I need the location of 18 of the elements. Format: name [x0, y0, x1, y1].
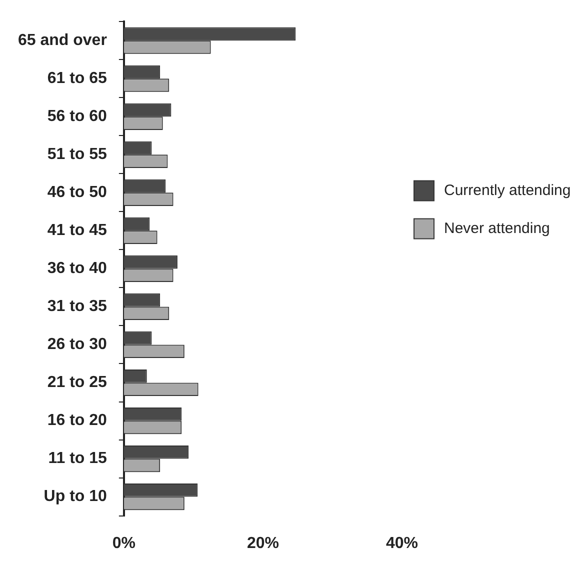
y-tick-label: 41 to 45	[47, 222, 108, 240]
legend-label: Currently attending	[444, 182, 571, 199]
y-tick-label: 36 to 40	[47, 260, 108, 278]
y-tick-label: 65 and over	[18, 32, 107, 50]
y-tick-label: 51 to 55	[47, 146, 108, 164]
legend-label: Never attending	[444, 220, 550, 237]
y-tick-label: 11 to 15	[48, 450, 108, 468]
y-tick-label: 21 to 25	[47, 374, 108, 392]
y-tick-label: 46 to 50	[47, 184, 108, 202]
y-tick-label: Up to 10	[44, 488, 108, 506]
y-tick-label: 31 to 35	[47, 298, 108, 316]
y-tick-label: 16 to 20	[47, 412, 108, 430]
y-tick-label: 56 to 60	[47, 108, 108, 126]
x-tick-label: 20%	[246, 534, 279, 552]
x-tick-label: 0%	[112, 534, 136, 552]
x-tick-label: 40%	[386, 534, 418, 552]
y-tick-label: 61 to 65	[47, 70, 108, 88]
y-tick-label: 26 to 30	[47, 336, 108, 354]
